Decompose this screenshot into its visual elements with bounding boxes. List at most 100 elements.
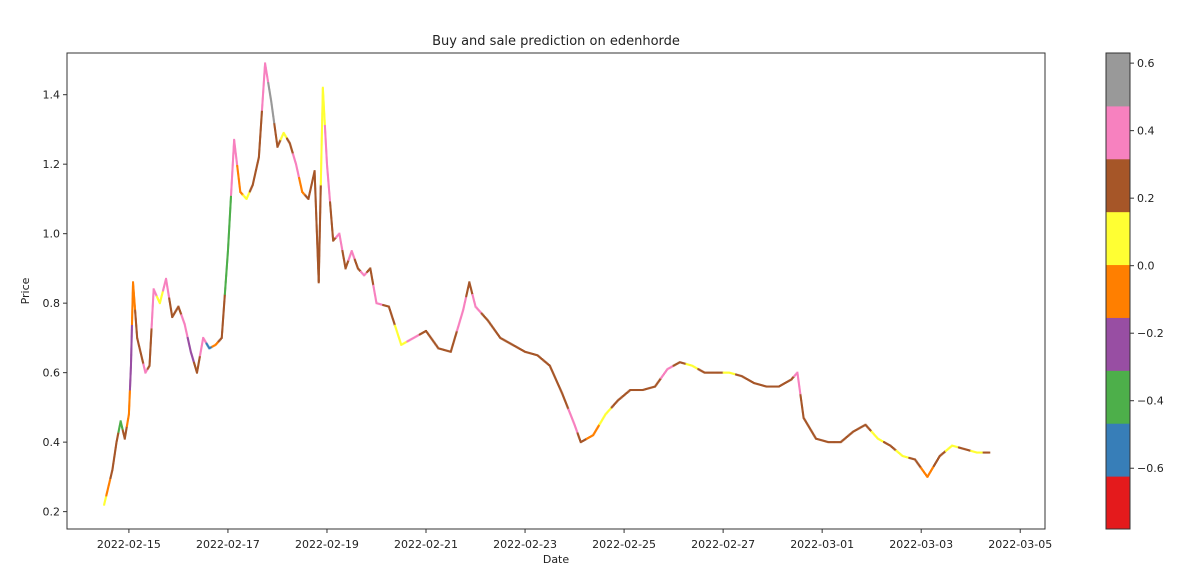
data-point	[110, 474, 113, 477]
data-point	[132, 289, 135, 292]
data-point	[746, 378, 749, 381]
data-point	[314, 196, 317, 199]
data-point	[229, 205, 232, 208]
data-point	[263, 69, 266, 72]
data-point	[766, 385, 769, 388]
data-point	[135, 328, 138, 331]
data-point	[574, 427, 577, 430]
data-point	[225, 267, 228, 270]
data-point	[323, 111, 326, 114]
data-point	[115, 444, 117, 447]
data-point	[165, 283, 168, 286]
data-point	[149, 345, 152, 348]
data-point	[684, 362, 687, 365]
data-point	[263, 67, 266, 70]
data-point	[344, 266, 347, 269]
data-point	[323, 116, 326, 119]
x-tick-label: 2022-02-27	[691, 538, 755, 551]
data-point	[178, 308, 181, 311]
data-point	[128, 410, 130, 413]
data-point	[321, 86, 324, 89]
data-point	[113, 455, 116, 458]
data-point	[238, 185, 241, 188]
data-point	[375, 299, 378, 302]
data-point	[149, 344, 152, 347]
data-point	[773, 385, 776, 388]
data-point	[683, 362, 686, 365]
data-point	[469, 284, 472, 287]
data-point	[319, 213, 322, 216]
data-point	[266, 79, 269, 82]
data-point	[155, 295, 158, 298]
data-point	[797, 381, 800, 384]
data-point	[879, 439, 882, 442]
data-point	[562, 395, 565, 398]
data-point	[748, 379, 751, 382]
data-point	[648, 387, 651, 390]
data-point	[272, 118, 275, 121]
data-point	[280, 136, 283, 139]
data-point	[757, 383, 760, 386]
data-point	[799, 394, 802, 397]
data-point	[316, 235, 319, 238]
data-point	[150, 330, 153, 333]
data-point	[120, 423, 123, 426]
data-point	[221, 333, 223, 336]
y-tick-label: 1.4	[43, 89, 61, 102]
data-point	[310, 182, 313, 185]
data-point	[106, 488, 109, 491]
data-point	[331, 236, 334, 239]
data-point	[261, 102, 264, 105]
x-tick-label: 2022-02-17	[196, 538, 260, 551]
data-point	[346, 261, 349, 264]
data-point	[222, 310, 225, 313]
data-point	[168, 296, 171, 299]
data-point	[165, 277, 168, 280]
data-point	[232, 156, 235, 159]
data-point	[295, 163, 298, 166]
data-point	[320, 160, 323, 163]
data-point	[380, 303, 382, 306]
data-point	[282, 132, 285, 135]
data-point	[558, 386, 561, 389]
data-point	[953, 445, 956, 448]
data-point	[230, 189, 233, 192]
data-point	[571, 417, 574, 420]
data-point	[319, 177, 322, 180]
data-point	[319, 184, 322, 187]
data-point	[319, 187, 322, 190]
data-point	[137, 341, 140, 344]
data-point	[329, 207, 332, 210]
data-point	[227, 235, 230, 238]
data-point	[344, 267, 347, 270]
data-point	[116, 435, 119, 438]
data-point	[798, 383, 801, 386]
data-point	[271, 108, 274, 111]
data-point	[329, 201, 332, 204]
data-point	[225, 276, 228, 279]
data-point	[245, 196, 248, 199]
data-point	[458, 320, 461, 323]
data-point	[228, 214, 231, 217]
data-point	[646, 387, 649, 390]
data-point	[318, 264, 321, 267]
data-point	[318, 238, 321, 241]
data-point	[166, 287, 169, 290]
data-point	[231, 163, 234, 166]
data-point	[294, 160, 297, 163]
data-point	[328, 189, 331, 192]
data-point	[466, 289, 469, 292]
data-point	[131, 312, 134, 315]
data-point	[226, 263, 228, 266]
data-point	[159, 298, 162, 301]
data-point	[185, 329, 188, 332]
data-point	[339, 239, 342, 242]
data-point	[298, 177, 301, 180]
data-point	[784, 382, 787, 385]
data-point	[318, 252, 321, 255]
data-point	[463, 301, 466, 303]
data-point	[152, 294, 155, 297]
data-point	[162, 285, 165, 288]
data-point	[232, 153, 235, 156]
data-point	[858, 427, 861, 430]
